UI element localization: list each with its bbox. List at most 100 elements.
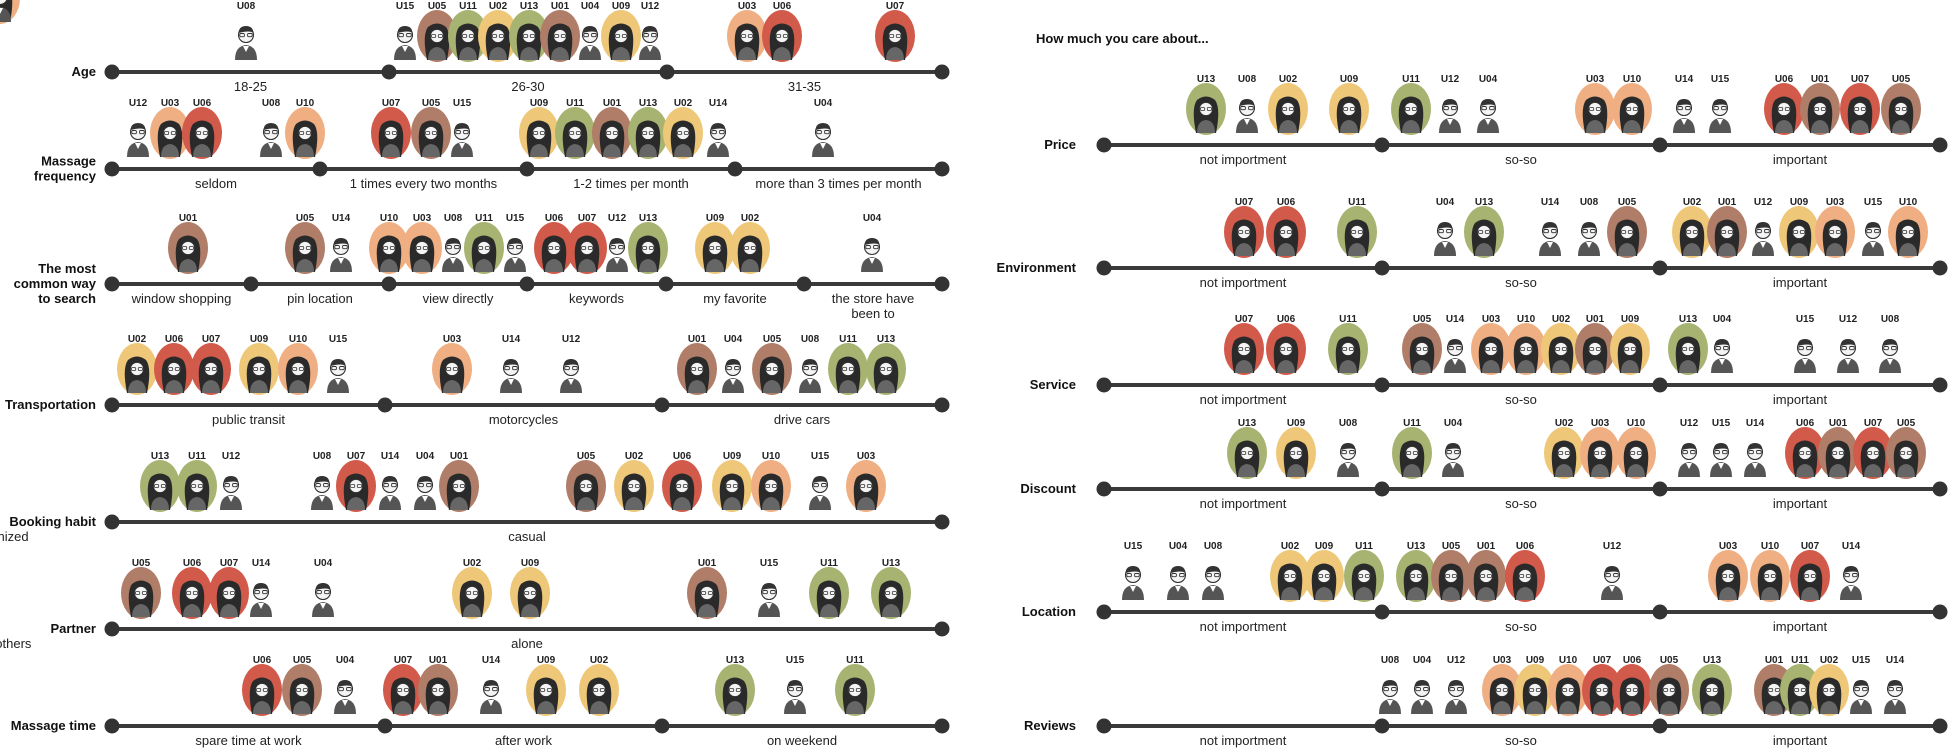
timeline-node [1374, 377, 1390, 393]
persona-id-label: U12 [562, 334, 581, 345]
woman-avatar-icon [1617, 336, 1643, 373]
timeline-node [104, 276, 120, 292]
persona-id-label: U03 [443, 334, 462, 345]
persona-u06: U06 [662, 451, 702, 512]
persona-u13: U13 [1227, 418, 1267, 479]
woman-avatar-icon [147, 473, 173, 510]
man-avatar-icon [1710, 443, 1732, 477]
persona-id-label: U15 [1124, 541, 1143, 552]
woman-avatar-icon [635, 120, 661, 157]
woman-avatar-icon [1825, 440, 1851, 477]
left-row-6-segment-2: on weekend U13 U15 U11 [715, 655, 875, 748]
woman-avatar-icon [189, 120, 215, 157]
persona-u09: U09 [1304, 541, 1344, 602]
persona-id-label: U06 [183, 558, 202, 569]
woman-avatar-icon [424, 23, 450, 60]
persona-u13: U13 [1186, 74, 1226, 135]
segment-label: motorcycles [489, 412, 559, 427]
woman-avatar-icon [1398, 96, 1424, 133]
persona-u14: U14 [1744, 418, 1766, 477]
persona-u15: U15 [327, 334, 349, 393]
woman-avatar-icon [1231, 219, 1257, 256]
right-row-2-segment-0: not importment U07 U06 U11 [1200, 314, 1368, 407]
woman-avatar-icon [853, 473, 879, 510]
left-row-2-segment-4: my favorite U09 U02 [695, 213, 770, 306]
persona-u12: U12 [1837, 314, 1859, 373]
persona-id-label: U08 [1580, 197, 1599, 208]
timeline-node [1932, 377, 1948, 393]
right-row-0: Price not importment U13 U08 U02 U09 so-so U11 U… [1044, 74, 1948, 167]
persona-u02: U02 [579, 655, 619, 716]
woman-avatar-icon [669, 473, 695, 510]
persona-u13: U13 [871, 558, 911, 619]
right-row-0-segment-2: important U14 U15 U06 U01 U07 U05 [1673, 74, 1921, 167]
woman-avatar-icon [409, 235, 435, 272]
persona-u04: U04 [1711, 314, 1733, 373]
persona-u08: U08 [311, 451, 333, 510]
persona-id-label: U04 [336, 655, 355, 666]
man-avatar-icon [414, 476, 436, 510]
persona-u06: U06 [534, 213, 574, 274]
timeline-node [1932, 137, 1948, 153]
left-row-1-segment-1: 1 times every two months U07 U05 U15 [350, 98, 498, 191]
persona-id-label: U14 [1886, 655, 1905, 666]
man-avatar-icon [1439, 99, 1461, 133]
segment-label: 1-2 times per month [573, 176, 689, 191]
man-avatar-icon [1711, 339, 1733, 373]
timeline-node [1374, 481, 1390, 497]
persona-id-label: U04 [1444, 418, 1463, 429]
persona-u05: U05 [121, 558, 161, 619]
woman-avatar-icon [425, 677, 451, 714]
woman-avatar-icon [455, 23, 481, 60]
timeline-node [243, 276, 259, 292]
woman-avatar-icon [124, 356, 150, 393]
woman-avatar-icon [1699, 677, 1725, 714]
persona-u11: U11 [835, 655, 875, 716]
persona-u07: U07 [1790, 541, 1830, 602]
man-avatar-icon [311, 476, 333, 510]
segment-label: important [1773, 152, 1828, 167]
persona-u09: U09 [519, 98, 559, 159]
row-label: Reviews [1024, 718, 1076, 733]
row-label: Massage [41, 154, 96, 169]
persona-u10: U10 [751, 451, 791, 512]
segment-label: 1 times every two months [350, 176, 498, 191]
persona-id-label: U07 [202, 334, 221, 345]
persona-id-label: U07 [347, 451, 366, 462]
timeline-node [934, 276, 950, 292]
persona-id-label: U14 [1675, 74, 1694, 85]
persona-u14: U14 [1884, 655, 1906, 714]
persona-id-label: U13 [639, 213, 658, 224]
woman-avatar-icon [734, 23, 760, 60]
persona-u01: U01 [677, 334, 717, 395]
persona-id-label: U03 [1586, 74, 1605, 85]
persona-u06: U06 [154, 334, 194, 395]
persona-u02: U02 [452, 558, 492, 619]
man-avatar-icon [1236, 99, 1258, 133]
persona-u06: U06 [1612, 655, 1652, 716]
left-row-3-segment-0: public transit U02 U06 U07 U09 U10 U15 [117, 334, 349, 427]
man-avatar-icon [784, 680, 806, 714]
persona-id-label: U02 [489, 1, 508, 12]
timeline-node [104, 718, 120, 734]
persona-u10: U10 [1750, 541, 1790, 602]
persona-id-label: U09 [1287, 418, 1306, 429]
persona-id-label: U11 [188, 451, 206, 462]
persona-u09: U09 [1779, 197, 1819, 258]
timeline-node [1932, 604, 1948, 620]
persona-id-label: U03 [1719, 541, 1738, 552]
right-row-3: Discount not importment U13 U09 U08 so-so U11 U… [1020, 418, 1948, 511]
left-row-6-segment-1: after work U07 U01 U14 U09 U02 [383, 655, 619, 748]
persona-id-label: U13 [877, 334, 896, 345]
man-avatar-icon [1477, 99, 1499, 133]
persona-id-label: U14 [709, 98, 728, 109]
persona-u11: U11 [809, 558, 849, 619]
segment-label: important [1773, 619, 1828, 634]
persona-id-label: U04 [863, 213, 882, 224]
persona-id-label: U03 [1826, 197, 1845, 208]
man-avatar-icon [1444, 339, 1466, 373]
right-row-5: Reviews not importment U08 U04 U12 so-so U03 U0… [1024, 655, 1948, 748]
segment-label: my favorite [703, 291, 767, 306]
persona-id-label: U01 [1586, 314, 1605, 325]
